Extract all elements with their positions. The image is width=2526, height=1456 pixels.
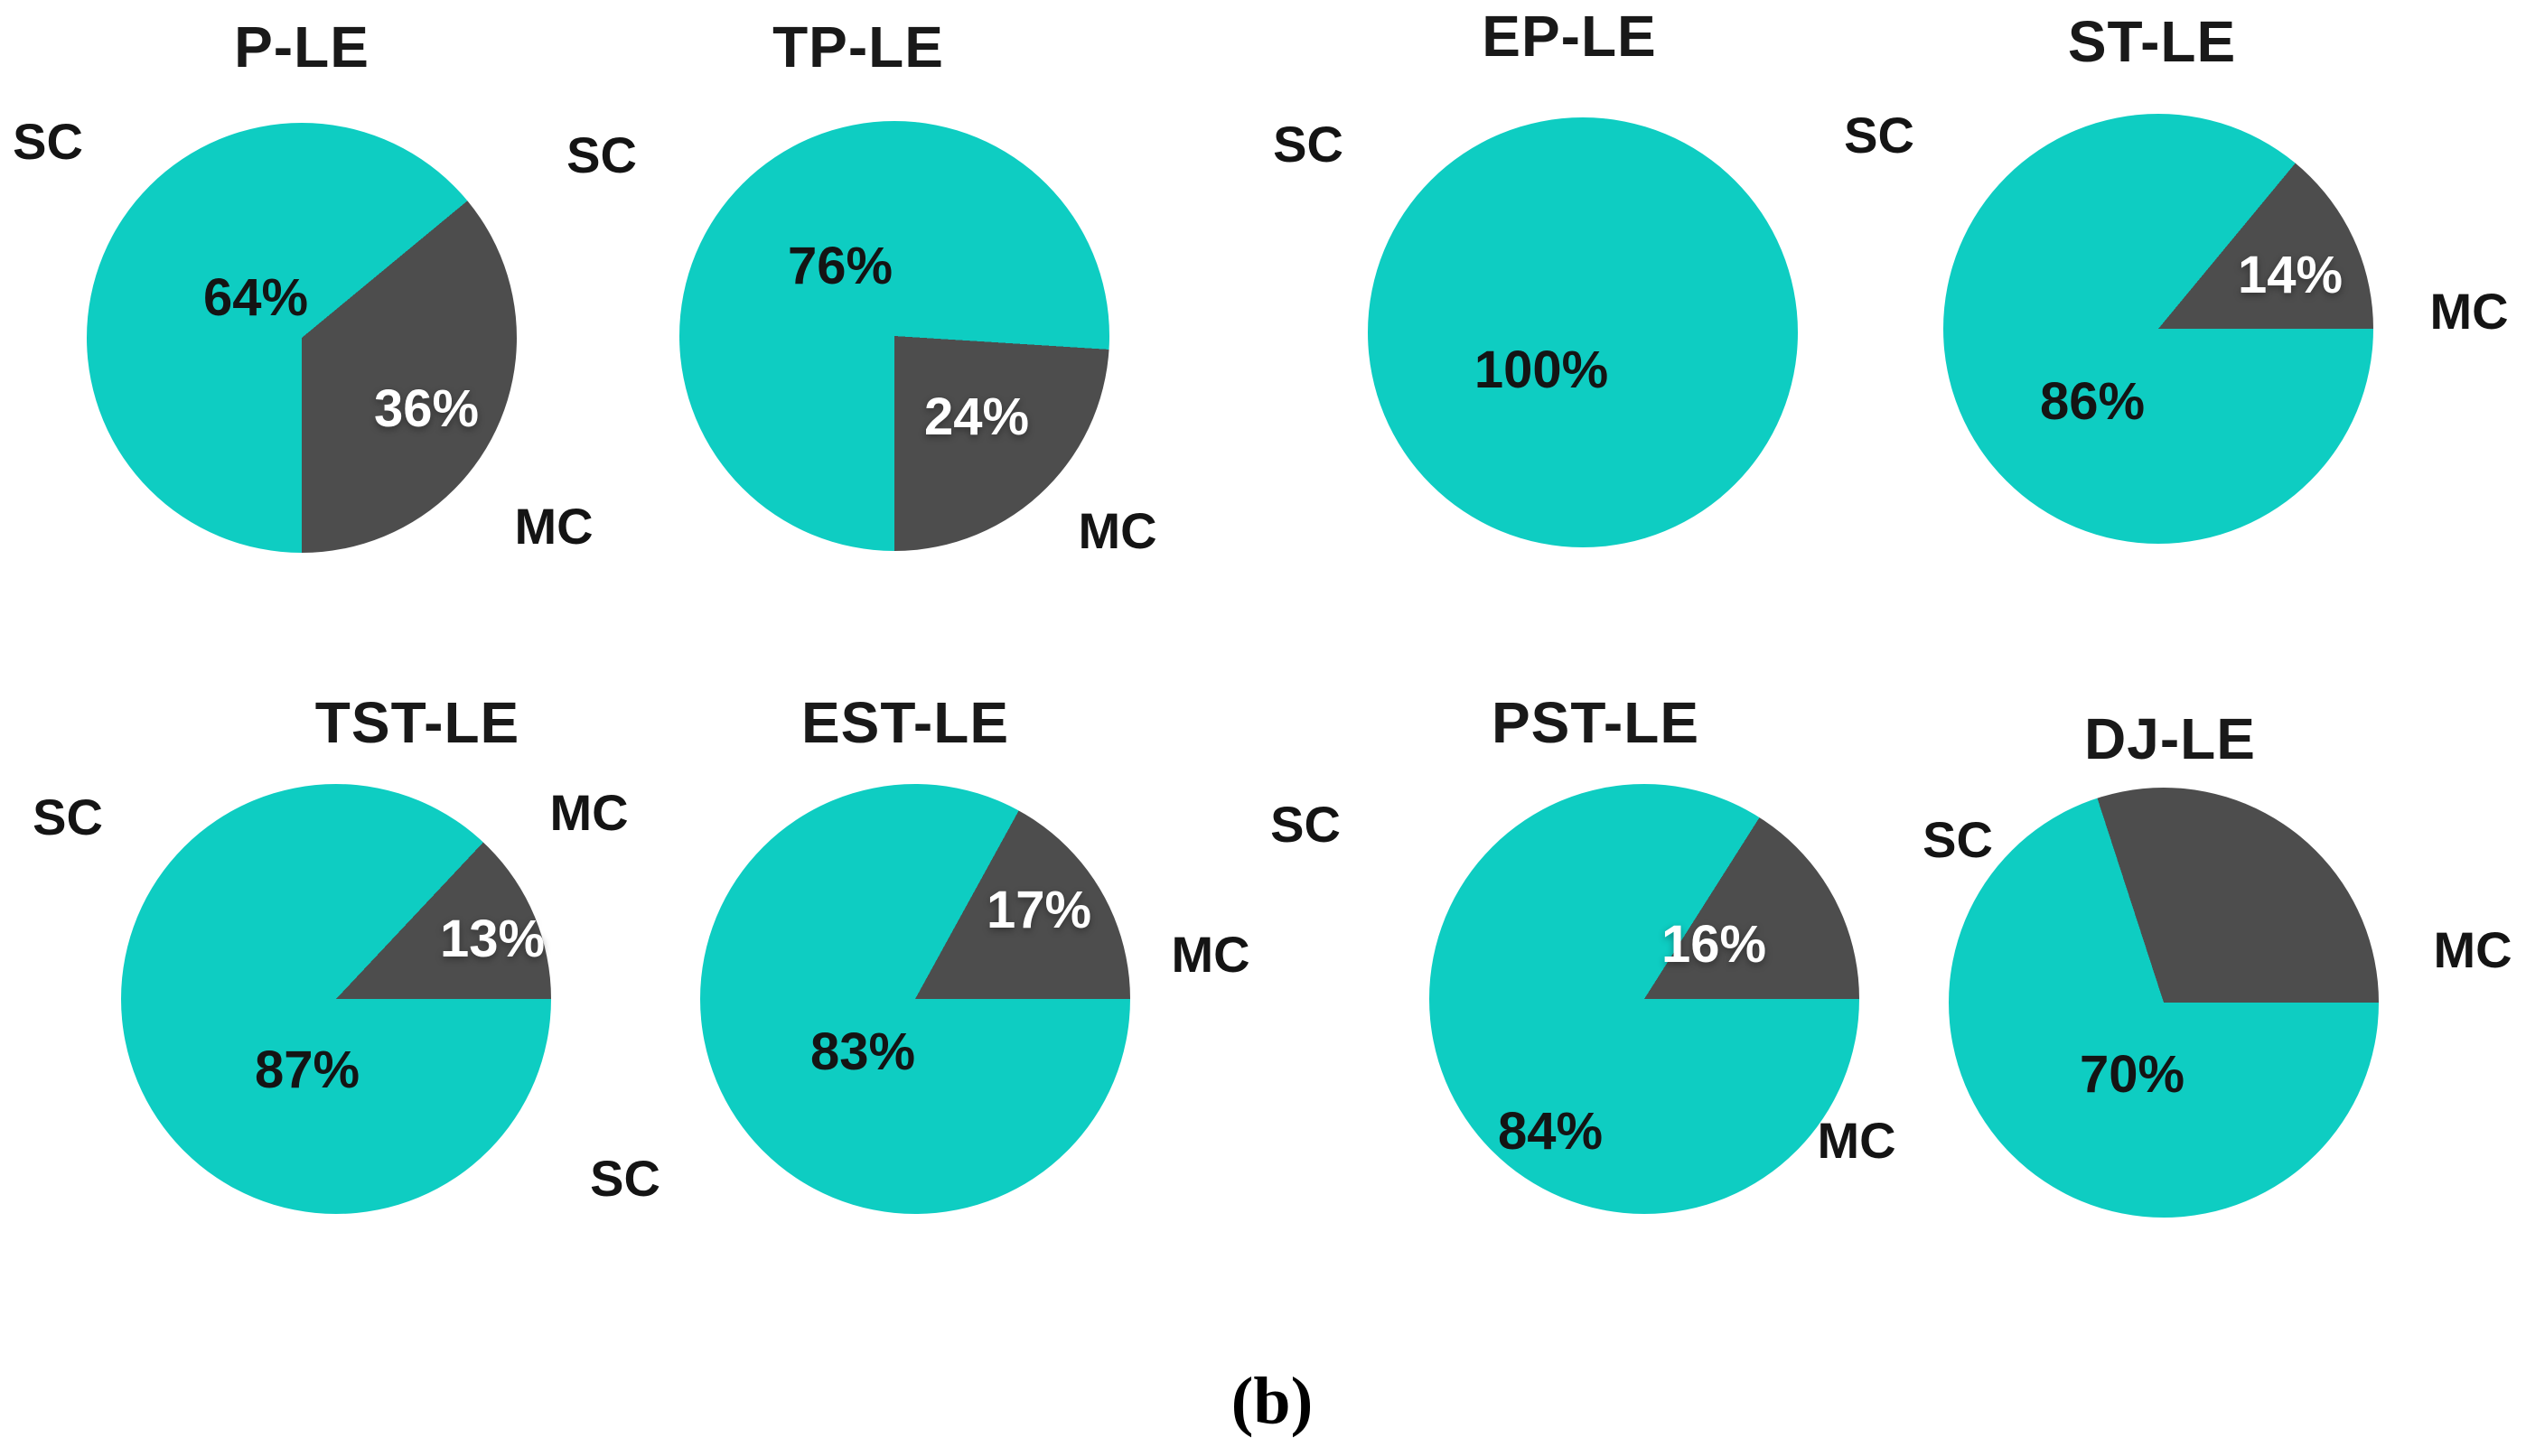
pie-est-le (700, 784, 1130, 1214)
sc-percent: 76% (787, 237, 893, 295)
sc-percent: 100% (1474, 341, 1609, 399)
chart-title: EP-LE (1482, 4, 1657, 69)
mc-percent: 16% (1661, 915, 1767, 974)
sc-label: SC (566, 126, 637, 183)
sc-label: SC (1923, 811, 1993, 868)
mc-label: MC (514, 498, 594, 555)
figure-caption: (b) (1230, 1364, 1314, 1439)
chart-title: EST-LE (800, 690, 1010, 755)
chart-title: DJ-LE (2084, 706, 2256, 771)
sc-percent: 83% (809, 1022, 916, 1081)
mc-label: MC (2433, 921, 2512, 978)
sc-percent: 70% (2079, 1045, 2185, 1104)
pie-pst-le (1429, 784, 1859, 1214)
mc-percent: 24% (923, 387, 1030, 446)
pie-dj-le (1949, 788, 2379, 1218)
sc-percent: 84% (1497, 1102, 1604, 1161)
sc-percent: 87% (254, 1041, 360, 1099)
sc-percent: 86% (2039, 372, 2146, 431)
sc-percent: 64% (202, 268, 309, 327)
mc-percent: 17% (986, 881, 1092, 939)
pie-st-le (1943, 114, 2373, 544)
pie-tp-le (679, 121, 1109, 551)
mc-percent: 13% (439, 910, 546, 968)
chart-title: P-LE (234, 14, 370, 79)
sc-label: SC (1273, 116, 1343, 173)
sc-label: SC (1270, 796, 1341, 853)
chart-title: PST-LE (1491, 690, 1700, 755)
sc-label: SC (13, 113, 83, 170)
sc-label: SC (33, 789, 103, 845)
pie-p-le (87, 123, 517, 553)
mc-label: MC (1817, 1112, 1896, 1169)
chart-title: TP-LE (772, 14, 944, 79)
mc-percent: 14% (2237, 246, 2344, 304)
mc-label: MC (2429, 283, 2509, 340)
mc-label: MC (1171, 926, 1250, 983)
pie-ep-le (1368, 117, 1798, 547)
sc-label: SC (1844, 107, 1914, 163)
chart-title: ST-LE (2067, 9, 2237, 74)
sc-label: SC (590, 1150, 660, 1207)
mc-label: MC (1078, 502, 1157, 559)
chart-title: TST-LE (314, 690, 520, 755)
mc-label: MC (549, 784, 629, 841)
mc-percent: 36% (373, 379, 480, 438)
pie-tst-le (121, 784, 551, 1214)
